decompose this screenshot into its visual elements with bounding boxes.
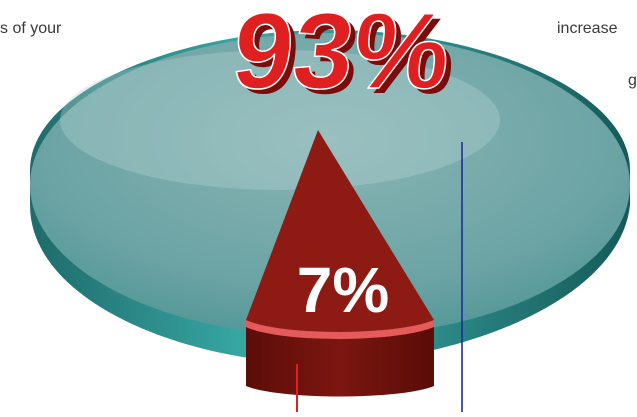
slice-label-large: 93% <box>227 0 456 111</box>
slice-small-side <box>246 320 434 397</box>
slice-small-top <box>246 130 434 332</box>
text-snippet-right-bottom: g <box>628 72 637 89</box>
slice-small-edge <box>246 320 434 339</box>
slice-label-small: 7% <box>297 254 390 326</box>
slice-label-large-shadow: 93% <box>233 0 462 116</box>
text-snippet-left: s of your <box>0 20 62 37</box>
text-snippet-right-top: increase <box>557 20 618 37</box>
pie-highlight <box>60 50 500 190</box>
